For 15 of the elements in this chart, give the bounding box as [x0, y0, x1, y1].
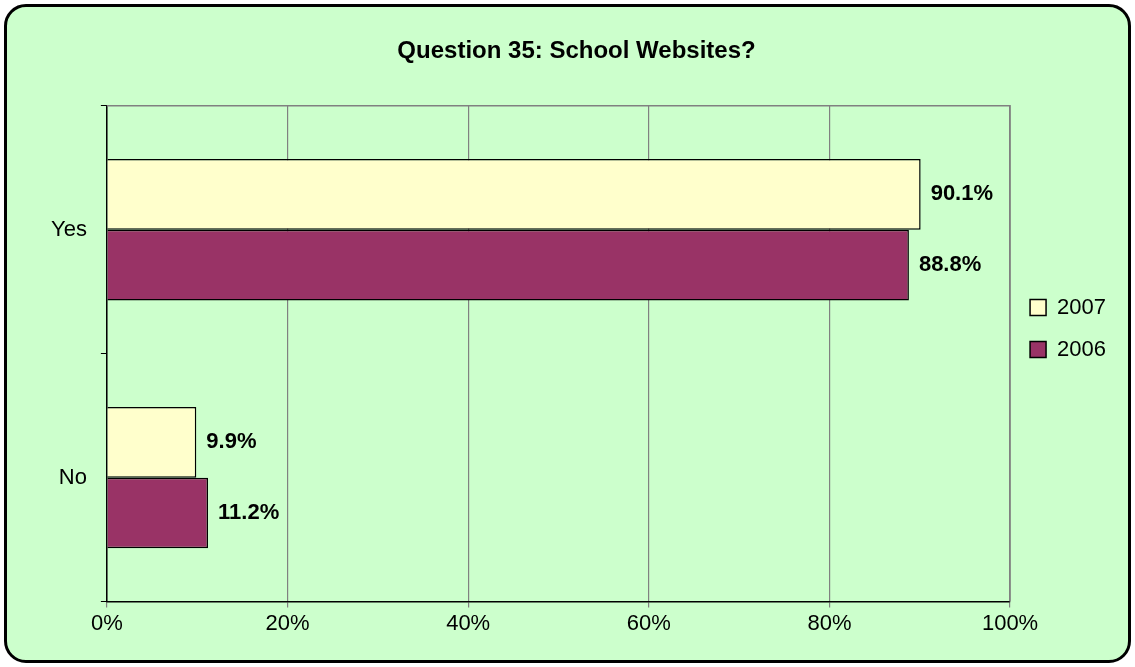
x-tick-label: 60% — [626, 609, 671, 635]
x-tick-label: 20% — [265, 609, 310, 635]
y-tick-label: No — [58, 463, 87, 489]
x-tick-label: 0% — [90, 609, 123, 635]
x-tick-label: 40% — [446, 609, 491, 635]
x-tick-label: 100% — [981, 609, 1039, 635]
legend-label: 2007 — [1057, 293, 1107, 319]
data-label: 9.9% — [206, 428, 257, 454]
legend-label: 2006 — [1057, 335, 1107, 361]
data-label: 90.1% — [930, 180, 994, 206]
y-tick-label: Yes — [51, 215, 87, 241]
data-label: 88.8% — [918, 251, 982, 277]
chart-title: Question 35: School Websites? — [397, 36, 756, 64]
x-tick-label: 80% — [807, 609, 852, 635]
data-label: 11.2% — [218, 499, 280, 525]
